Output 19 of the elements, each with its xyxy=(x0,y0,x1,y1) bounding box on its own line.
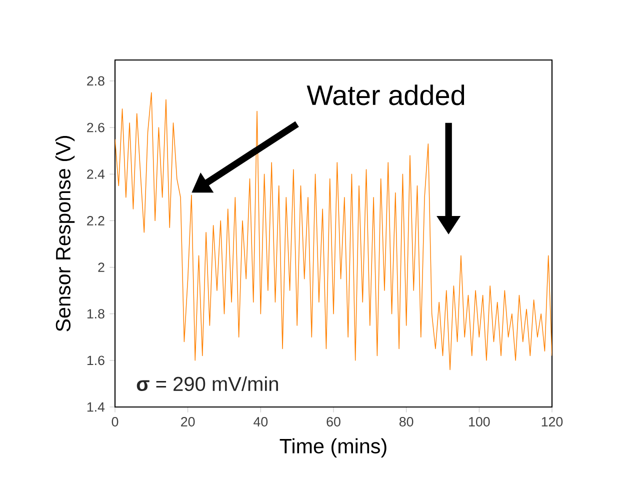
x-tick-label: 40 xyxy=(254,417,268,426)
y-tick-label: 1.4 xyxy=(87,402,105,412)
y-tick-label: 1.8 xyxy=(87,309,104,319)
y-tick-label: 2.2 xyxy=(87,216,104,226)
x-tick-label: 60 xyxy=(326,417,340,426)
y-tick-label: 2.6 xyxy=(87,122,104,132)
y-tick-label: 2.8 xyxy=(87,76,104,86)
x-tick-label: 120 xyxy=(542,417,563,426)
x-tick-label: 0 xyxy=(112,417,118,426)
x-tick-label: 20 xyxy=(181,417,195,426)
y-axis-title: Sensor Response (V) xyxy=(55,136,75,332)
x-tick-label: 80 xyxy=(400,417,414,426)
x-tick-label: 100 xyxy=(469,417,490,426)
y-tick-label: 2.4 xyxy=(87,169,105,179)
y-tick-label: 2 xyxy=(98,262,104,272)
annotation: σ = 290 mV/min xyxy=(136,376,278,392)
x-axis-title: Time (mins) xyxy=(280,438,386,458)
annotation: Water added xyxy=(306,84,464,106)
y-tick-label: 1.6 xyxy=(87,356,104,366)
